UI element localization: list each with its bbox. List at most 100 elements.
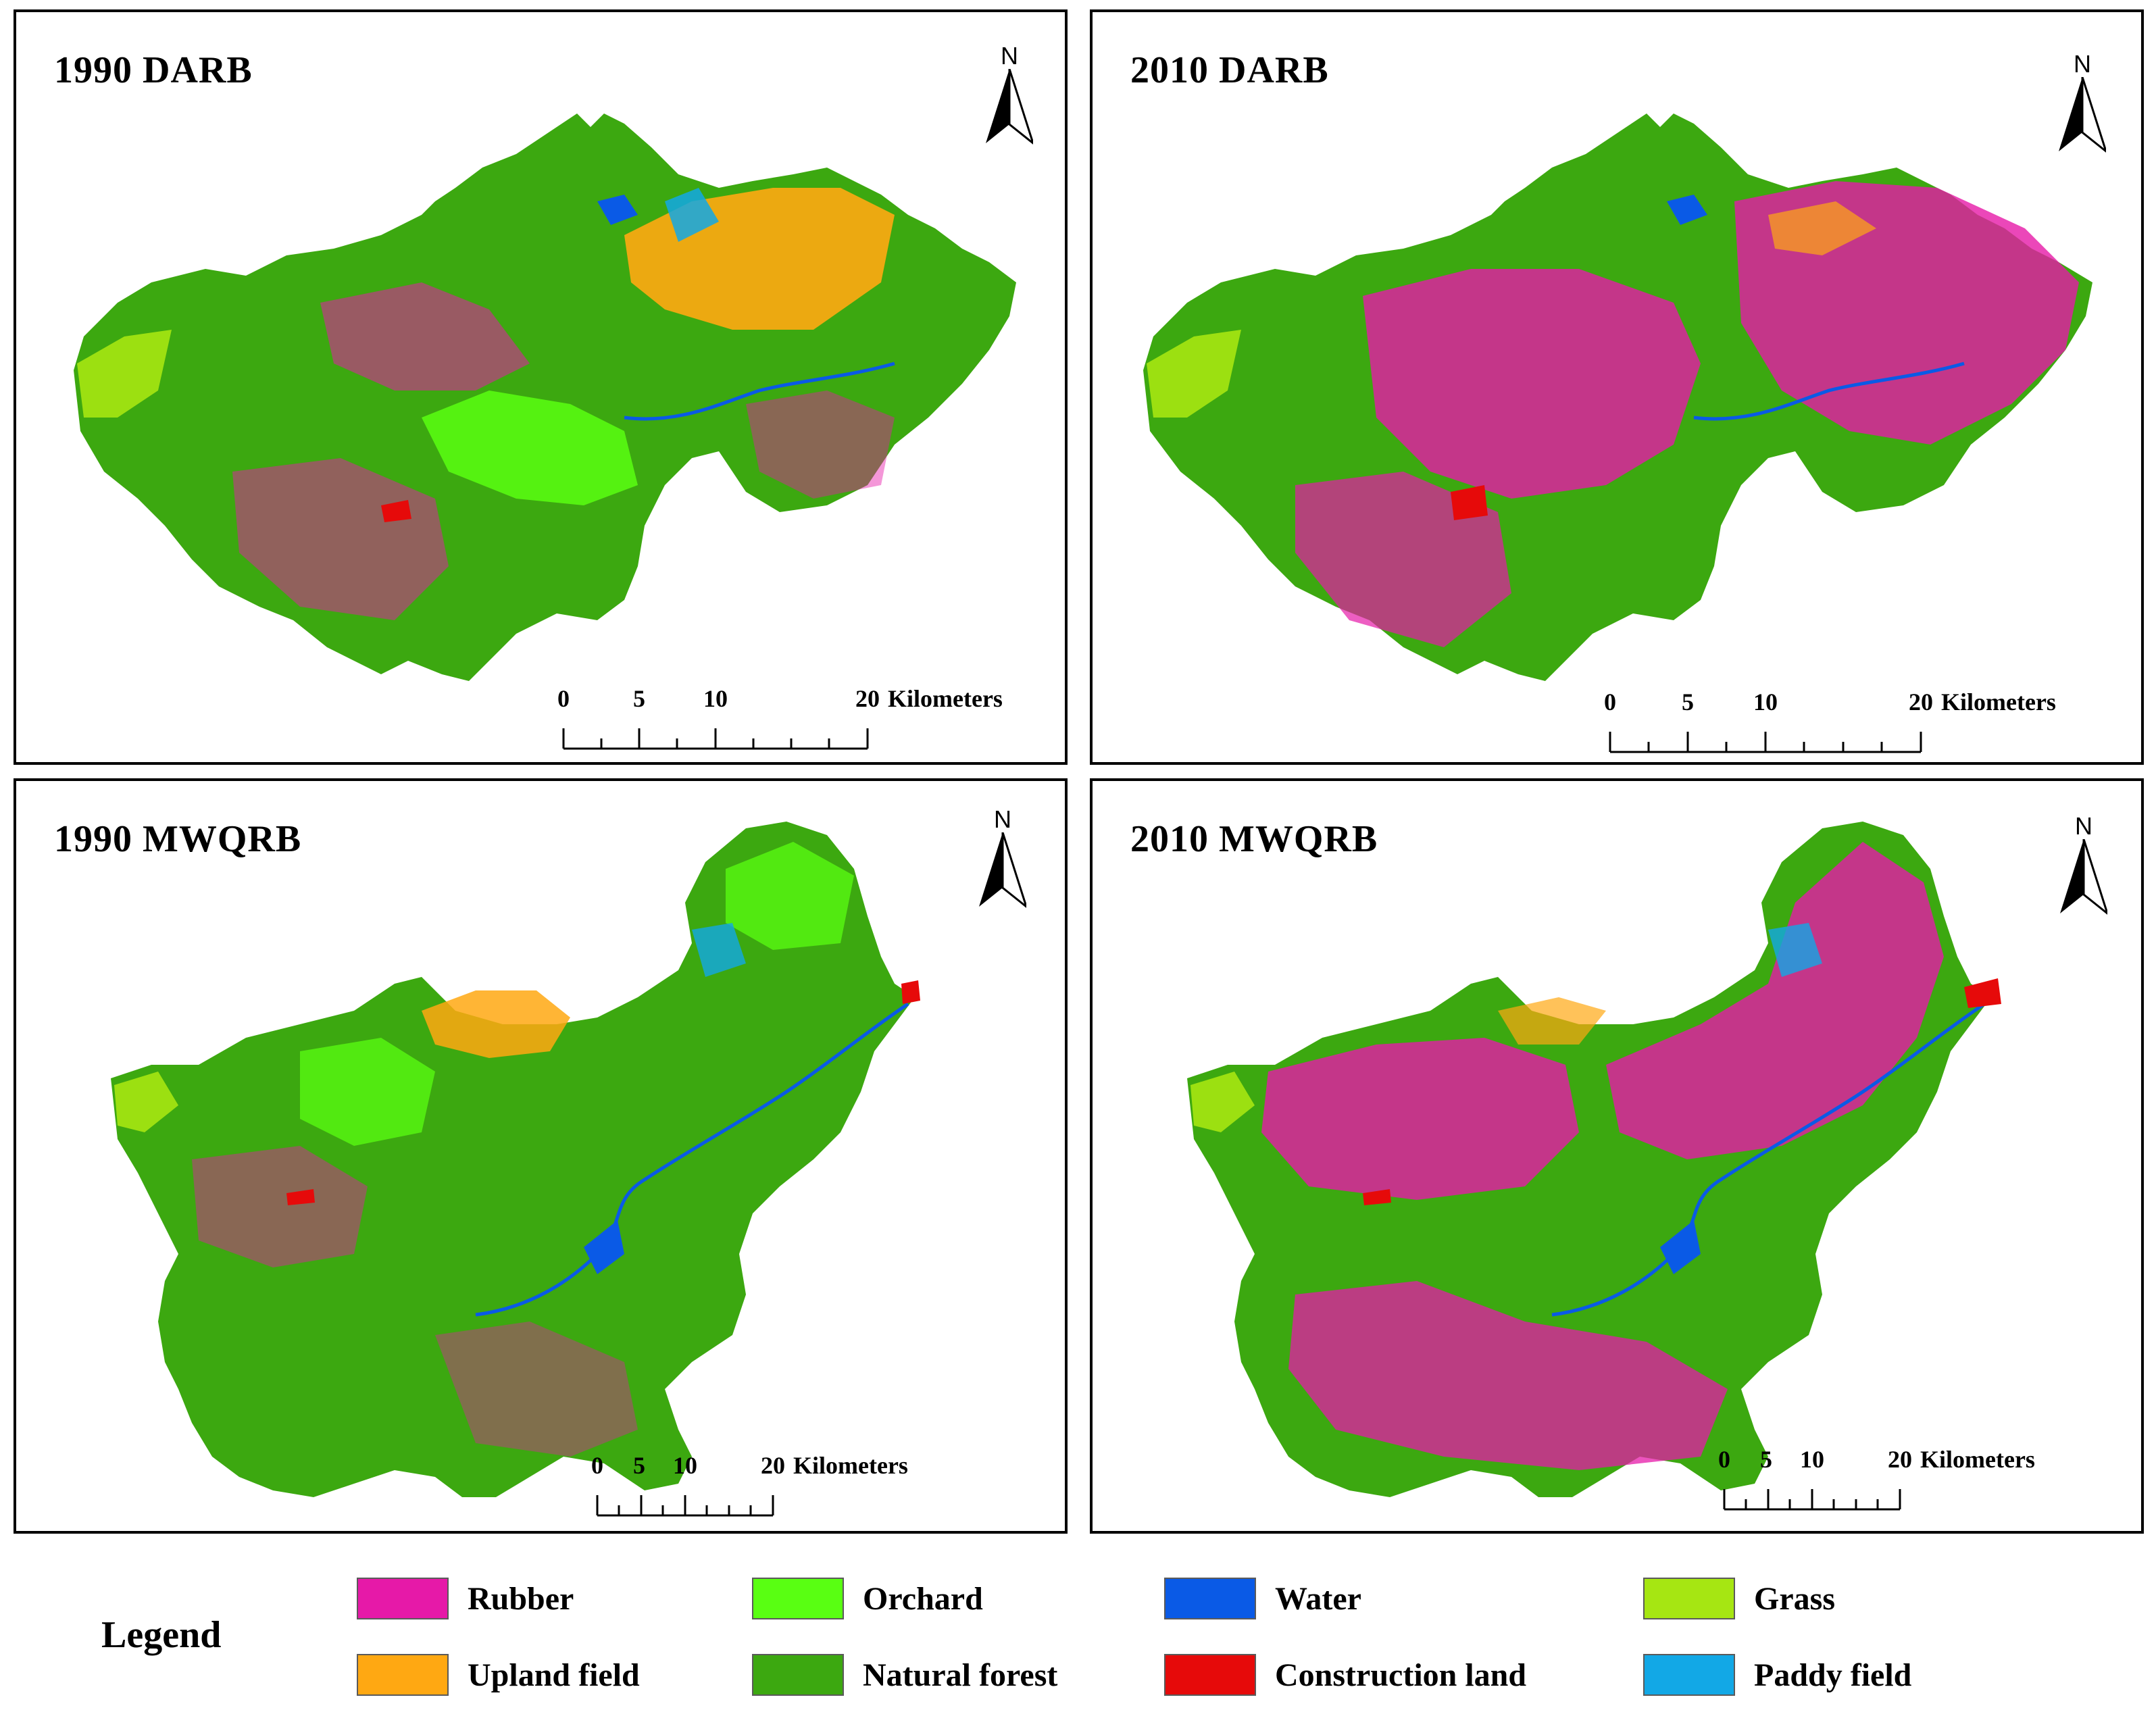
legend-swatch: [1164, 1578, 1256, 1619]
scale-tick-label: 5: [633, 1452, 645, 1479]
water-body: [1667, 195, 1707, 225]
grass-zone: [77, 330, 172, 418]
scale-units: Kilometers: [1920, 1446, 2035, 1473]
legend-swatch: [1643, 1578, 1735, 1619]
grass-zone: [1190, 1072, 1255, 1132]
rubber-zone: [192, 1146, 368, 1267]
scale-bar-graphic: [1723, 1489, 1901, 1511]
north-arrow: N: [2060, 812, 2107, 920]
panel-title: 1990 DARB: [54, 49, 253, 91]
map-panel-2010-mwqrb: 2010 MWQRB N 0 5 10 20 Kilometers: [1090, 778, 2144, 1534]
scale-tick-label: 20: [1909, 688, 1933, 715]
land-use-map-1990-darb: [74, 114, 1016, 681]
legend-label: Natural forest: [863, 1657, 1058, 1693]
river: [624, 361, 895, 421]
basin-outline: [111, 822, 915, 1497]
scale-tick-label: 10: [703, 685, 728, 712]
land-use-map-2010-darb: [1143, 114, 2092, 681]
paddy-zone: [665, 188, 719, 242]
legend-label: Rubber: [468, 1581, 574, 1617]
north-arrow-icon: [2059, 77, 2106, 153]
map-panel-2010-darb: 2010 DARB N 0 5 10 20 Kilometers: [1090, 9, 2144, 765]
legend-label: Water: [1275, 1581, 1361, 1617]
rubber-zone: [435, 1322, 638, 1457]
water-body: [584, 1220, 624, 1274]
land-use-map-1990-mwqrb: [111, 822, 920, 1497]
orchard-zone: [726, 842, 854, 950]
paddy-zone: [1768, 923, 1822, 977]
legend-label: Construction land: [1275, 1657, 1527, 1693]
scale-tick-label: 5: [1760, 1446, 1772, 1473]
north-label: N: [2075, 812, 2092, 840]
rubber-zone: [232, 458, 449, 620]
panel-title: 2010 DARB: [1130, 49, 1329, 91]
orchard-zone: [422, 391, 638, 505]
river: [1551, 1002, 1986, 1317]
scale-bar-graphic: [562, 728, 869, 750]
river: [475, 1002, 909, 1317]
land-use-map-2010-mwqrb: [1187, 822, 2001, 1497]
scale-tick-label: 10: [1800, 1446, 1824, 1473]
rubber-zone: [746, 391, 895, 499]
north-arrow-icon: [979, 832, 1026, 908]
scale-tick-label: 20: [761, 1452, 785, 1479]
upland-zone: [422, 990, 570, 1058]
scale-bar-graphic: [596, 1495, 774, 1517]
scale-bar: 0 5 10 20 Kilometers: [1711, 1445, 2130, 1519]
north-arrow: N: [979, 805, 1026, 913]
grass-zone: [114, 1072, 178, 1132]
map-panel-1990-darb: 1990 DARB N 0 5 10 20 Kilometers: [14, 9, 1068, 765]
north-label: N: [994, 805, 1011, 833]
map-panel-1990-mwqrb: 1990 MWQRB N 0 5 10 20 Kilometers: [14, 778, 1068, 1534]
water-body: [1660, 1220, 1701, 1274]
paddy-zone: [692, 923, 746, 977]
rubber-zone: [1606, 842, 1944, 1159]
legend-label: Upland field: [468, 1657, 640, 1693]
legend-label: Grass: [1754, 1581, 1835, 1617]
legend-swatch: [357, 1654, 449, 1696]
rubber-zone: [1288, 1281, 1728, 1470]
panel-title: 1990 MWQRB: [54, 818, 302, 860]
scale-bar-graphic: [1609, 732, 1922, 753]
orchard-zone: [300, 1038, 435, 1146]
scale-tick-label: 20: [855, 685, 880, 712]
legend-label: Paddy field: [1754, 1657, 1912, 1693]
scale-units: Kilometers: [793, 1452, 908, 1479]
scale-bar: 0 5 10 20 Kilometers: [1590, 688, 2124, 762]
north-arrow-icon: [2060, 839, 2107, 915]
scale-tick-label: 0: [557, 685, 570, 712]
rubber-zone: [1261, 1038, 1579, 1200]
north-arrow: N: [2059, 50, 2106, 158]
scale-tick-label: 0: [1604, 688, 1616, 715]
scale-bar: 0 5 10 20 Kilometers: [543, 684, 1050, 759]
construction-patch: [901, 980, 920, 1004]
north-label: N: [2074, 50, 2091, 78]
scale-units: Kilometers: [888, 685, 1003, 712]
scale-tick-label: 5: [1682, 688, 1694, 715]
legend-swatch: [1643, 1654, 1735, 1696]
north-label: N: [1001, 42, 1018, 70]
water-body: [597, 195, 638, 225]
panel-title: 2010 MWQRB: [1130, 818, 1378, 860]
scale-tick-label: 20: [1888, 1446, 1912, 1473]
legend-label: Orchard: [863, 1581, 983, 1617]
legend-swatch: [752, 1578, 844, 1619]
construction-patch: [1964, 978, 2001, 1008]
legend-swatch: [1164, 1654, 1256, 1696]
construction-patch: [1363, 1189, 1391, 1205]
upland-zone: [1498, 997, 1606, 1045]
rubber-zone: [320, 282, 530, 391]
basin-outline: [74, 114, 1016, 681]
scale-tick-label: 0: [1718, 1446, 1730, 1473]
scale-tick-label: 10: [673, 1452, 697, 1479]
construction-patch: [381, 500, 411, 522]
scale-tick-label: 10: [1753, 688, 1778, 715]
scale-tick-label: 0: [591, 1452, 603, 1479]
upland-zone: [1768, 201, 1876, 255]
construction-patch: [1451, 485, 1488, 520]
scale-tick-label: 5: [633, 685, 645, 712]
legend-swatch: [357, 1578, 449, 1619]
scale-units: Kilometers: [1941, 688, 2056, 715]
grass-zone: [1147, 330, 1241, 418]
river: [1693, 361, 1965, 421]
